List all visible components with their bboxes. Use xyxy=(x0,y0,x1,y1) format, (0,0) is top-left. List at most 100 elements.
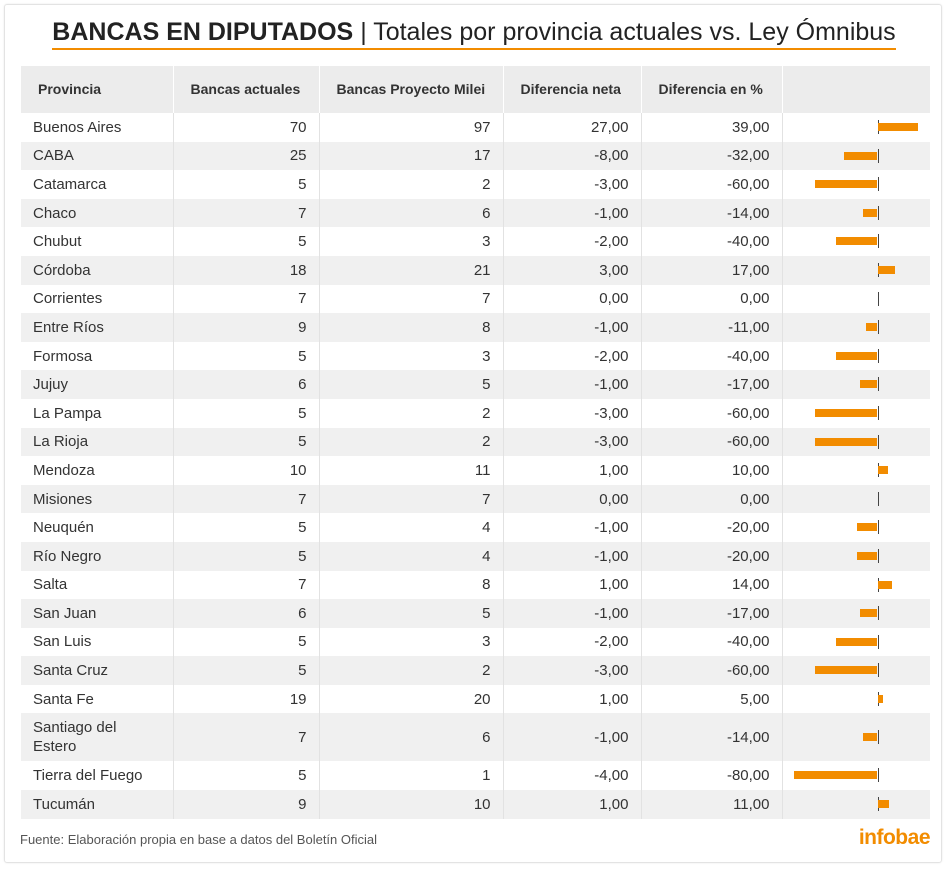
cell-diferencia-pct: 39,00 xyxy=(640,113,782,142)
pct-bar xyxy=(815,180,878,189)
cell-bar xyxy=(781,227,930,256)
cell-diferencia-pct: 0,00 xyxy=(640,284,782,314)
cell-bancas-actuales: 5 xyxy=(172,227,319,256)
zero-line xyxy=(877,377,879,392)
cell-diferencia-neta: -1,00 xyxy=(502,713,641,762)
cell-diferencia-neta: -3,00 xyxy=(502,427,641,457)
cell-provincia: CABA xyxy=(21,141,173,171)
cell-bancas-actuales: 6 xyxy=(172,599,319,628)
table-row: San Luis 5 3 -2,00 -40,00 xyxy=(21,627,930,657)
cell-bancas-actuales: 25 xyxy=(172,141,319,171)
table-row: Entre Ríos 9 8 -1,00 -11,00 xyxy=(21,313,930,342)
pct-bar xyxy=(856,523,878,532)
cell-bancas-actuales: 9 xyxy=(172,313,319,342)
table-row: La Pampa 5 2 -3,00 -60,00 xyxy=(21,398,930,428)
zero-line xyxy=(877,434,879,449)
cell-diferencia-neta: -3,00 xyxy=(502,656,641,685)
cell-bar xyxy=(781,656,930,685)
cell-bar xyxy=(781,713,930,762)
cell-provincia: Entre Ríos xyxy=(21,313,173,342)
pct-bar xyxy=(835,351,878,360)
cell-diferencia-pct: -17,00 xyxy=(640,370,782,399)
table-row: Mendoza 10 11 1,00 10,00 xyxy=(21,456,930,485)
cell-bancas-proyecto: 10 xyxy=(318,790,503,819)
table-row: Córdoba 18 21 3,00 17,00 xyxy=(21,255,930,285)
zero-line xyxy=(877,177,879,192)
cell-bancas-actuales: 5 xyxy=(172,427,319,457)
table-row: Santa Cruz 5 2 -3,00 -60,00 xyxy=(21,656,930,685)
chart-frame xyxy=(4,4,942,863)
cell-bancas-actuales: 9 xyxy=(172,790,319,819)
pct-bar xyxy=(835,637,878,646)
cell-bancas-proyecto: 8 xyxy=(318,313,503,342)
cell-bancas-proyecto: 2 xyxy=(318,398,503,428)
zero-line xyxy=(877,634,879,649)
cell-diferencia-neta: -8,00 xyxy=(502,141,641,171)
cell-bancas-actuales: 5 xyxy=(172,170,319,199)
column-header-bancas-actuales: Bancas actuales xyxy=(172,66,319,113)
cell-diferencia-pct: -32,00 xyxy=(640,141,782,171)
cell-diferencia-neta: -1,00 xyxy=(502,541,641,571)
table-row: Formosa 5 3 -2,00 -40,00 xyxy=(21,341,930,371)
cell-bancas-proyecto: 4 xyxy=(318,513,503,542)
cell-bar xyxy=(781,456,930,485)
cell-bar xyxy=(781,341,930,371)
table-body: Buenos Aires 70 97 27,00 39,00 CABA 25 17 -8,00-… xyxy=(21,113,930,819)
column-header-diferencia-neta: Diferencia neta xyxy=(502,66,641,113)
cell-bancas-proyecto: 6 xyxy=(318,713,503,762)
column-header-bar xyxy=(781,66,930,113)
cell-provincia: Mendoza xyxy=(33,461,95,479)
cell-provincia: Neuquén xyxy=(33,519,94,537)
pct-bar xyxy=(794,771,878,780)
cell-provincia: Río Negro xyxy=(21,541,173,571)
zero-line xyxy=(877,291,879,306)
cell-bancas-proyecto: 7 xyxy=(318,284,503,314)
table-row: Corrientes 7 7 0,00 0,00 xyxy=(21,284,930,314)
cell-provincia: Tucumán xyxy=(21,790,173,819)
pct-bar xyxy=(815,408,878,417)
zero-line xyxy=(877,148,879,163)
cell-bancas-actuales: 5 xyxy=(172,398,319,428)
cell-bar xyxy=(781,255,930,285)
cell-bancas-actuales: 18 xyxy=(172,255,319,285)
cell-bancas-actuales: 5 xyxy=(172,761,319,791)
table-row: Tucumán 9 10 1,00 11,00 xyxy=(21,790,930,819)
cell-diferencia-neta: -3,00 xyxy=(502,170,641,199)
cell-bancas-proyecto: 17 xyxy=(318,141,503,171)
zero-line xyxy=(877,730,879,745)
pct-bar xyxy=(815,437,878,446)
pct-bar xyxy=(856,551,878,560)
pct-bar xyxy=(859,609,878,618)
pct-bar xyxy=(877,265,896,274)
cell-diferencia-pct: 11,00 xyxy=(640,790,782,819)
cell-bancas-proyecto: 6 xyxy=(318,198,503,228)
cell-bar xyxy=(781,484,930,514)
cell-bancas-actuales: 19 xyxy=(172,684,319,714)
cell-bar xyxy=(781,141,930,171)
pct-bar xyxy=(877,580,893,589)
cell-diferencia-pct: -60,00 xyxy=(640,398,782,428)
cell-diferencia-neta: 0,00 xyxy=(502,484,641,514)
cell-diferencia-neta: -1,00 xyxy=(502,198,641,228)
cell-diferencia-pct: -20,00 xyxy=(640,541,782,571)
cell-bancas-proyecto: 97 xyxy=(318,113,503,142)
pct-bar xyxy=(877,466,888,475)
cell-bar xyxy=(781,684,930,714)
cell-bancas-proyecto: 11 xyxy=(318,456,503,485)
cell-diferencia-neta: 1,00 xyxy=(502,790,641,819)
table-row: Santa Fe 19 20 1,00 5,00 xyxy=(21,684,930,714)
cell-provincia: Jujuy xyxy=(21,370,173,399)
cell-diferencia-neta: -2,00 xyxy=(502,627,641,657)
zero-line xyxy=(877,405,879,420)
cell-provincia: San Juan xyxy=(21,599,173,628)
cell-bancas-proyecto: 3 xyxy=(318,627,503,657)
table-row: Buenos Aires 70 97 27,00 39,00 xyxy=(21,113,930,142)
table-row: San Juan 6 5 -1,00 -17,00 xyxy=(21,599,930,628)
cell-provincia: Misiones xyxy=(21,484,173,514)
cell-diferencia-pct: -20,00 xyxy=(640,513,782,542)
cell-provincia: La Rioja xyxy=(21,427,173,457)
pct-bar xyxy=(835,237,878,246)
cell-bancas-proyecto: 3 xyxy=(318,227,503,256)
cell-bancas-actuales: 5 xyxy=(172,656,319,685)
pct-bar xyxy=(866,323,878,332)
